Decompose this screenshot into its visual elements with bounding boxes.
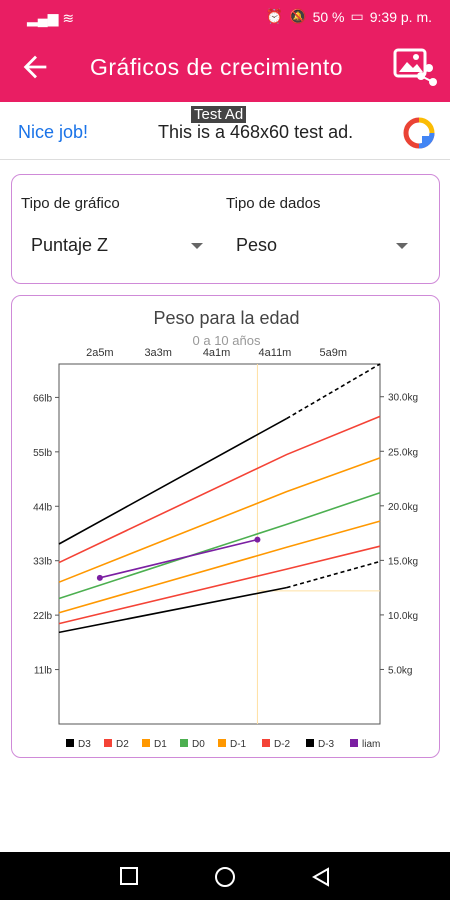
chart-type-dropdown[interactable]: Puntaje Z — [21, 225, 211, 269]
y-left-tick-label: 44lb — [33, 502, 52, 513]
legend-label-D-1: D-1 — [230, 739, 247, 750]
ad-body-text: This is a 468x60 test ad. — [158, 122, 354, 142]
y-left-tick-label: 33lb — [33, 557, 52, 568]
legend-label-D-3: D-3 — [318, 739, 335, 750]
series-line-D3 — [58, 417, 288, 545]
legend-swatch-liam — [350, 739, 358, 747]
legend-swatch-D-3 — [306, 739, 314, 747]
x-top-tick-label: 2a5m — [86, 347, 114, 359]
signal-wifi-icon: ▂▄▆ ≋ — [27, 10, 75, 26]
plot-area — [58, 363, 381, 725]
legend-swatch-D-1 — [218, 739, 226, 747]
legend-swatch-D-2 — [262, 739, 270, 747]
y-right-tick-label: 25.0kg — [388, 447, 418, 458]
data-type-value: Peso — [236, 235, 278, 255]
series-line-D-1 — [58, 520, 381, 614]
legend-label-D3: D3 — [78, 739, 91, 750]
y-left-tick-label: 55lb — [33, 448, 52, 459]
battery-text: 50 % — [312, 8, 345, 25]
back-arrow-icon[interactable] — [18, 50, 52, 84]
data-type-dropdown[interactable]: Peso — [226, 225, 426, 269]
y-right-tick-label: 15.0kg — [388, 556, 418, 567]
x-top-tick-label: 3a3m — [144, 347, 172, 359]
series-line-D-2 — [58, 545, 381, 625]
recent-apps-icon[interactable] — [119, 866, 139, 886]
series-line-D2 — [58, 415, 381, 564]
series-line-D1 — [58, 457, 381, 583]
legend-label-D-2: D-2 — [274, 739, 291, 750]
x-top-tick-label: 4a1m — [203, 347, 231, 359]
y-left-tick-label: 11lb — [34, 666, 53, 677]
chevron-down-icon — [191, 243, 203, 249]
series-point-liam[interactable] — [254, 536, 261, 543]
chart-title: Peso para la edad — [153, 308, 300, 328]
alarm-icon: ⏰ — [265, 8, 284, 24]
chart-type-label: Tipo de gráfico — [21, 195, 120, 212]
y-right-tick-label: 20.0kg — [388, 502, 418, 513]
series-line-D-3 — [58, 586, 287, 634]
series-line-dashed-D-3 — [286, 560, 381, 589]
legend-swatch-D3 — [66, 739, 74, 747]
mute-icon: 🔕 — [289, 8, 307, 24]
status-right: ⏰ 🔕 50 % ▭ 9:39 p. m. — [266, 8, 432, 25]
y-left-tick-label: 22lb — [33, 611, 52, 622]
back-nav-icon[interactable] — [310, 866, 332, 888]
chevron-down-icon — [396, 243, 408, 249]
series-line-liam — [99, 538, 258, 579]
legend-label-D1: D1 — [154, 739, 167, 750]
chart-subtitle: 0 a 10 años — [192, 333, 261, 348]
series-point-liam[interactable] — [96, 574, 103, 581]
ad-label: Test Ad — [191, 106, 247, 123]
home-icon[interactable] — [214, 866, 236, 888]
battery-icon: ▭ — [350, 8, 364, 24]
clock: 9:39 p. m. — [369, 8, 432, 25]
legend-swatch-D1 — [142, 739, 150, 747]
x-top-tick-label: 4a11m — [259, 347, 292, 359]
y-right-tick-label: 10.0kg — [388, 611, 418, 622]
selector-card: Tipo de gráfico Puntaje Z Tipo de dados … — [11, 174, 440, 284]
system-nav-bar — [0, 852, 450, 900]
x-top-tick-label: 5a9m — [320, 347, 348, 359]
legend-swatch-D2 — [104, 739, 112, 747]
legend-swatch-D0 — [180, 739, 188, 747]
series-line-D0 — [58, 491, 381, 600]
legend-label-D0: D0 — [192, 739, 205, 750]
page-title: Gráficos de crecimiento — [90, 54, 344, 80]
app-bar: Gráficos de crecimiento — [0, 32, 450, 102]
legend-label-liam: liam — [362, 739, 380, 750]
y-right-tick-label: 5.0kg — [388, 665, 412, 676]
chart-type-value: Puntaje Z — [31, 235, 109, 255]
data-type-label: Tipo de dados — [226, 195, 321, 212]
y-right-tick-label: 30.0kg — [388, 393, 418, 404]
legend-label-D2: D2 — [116, 739, 129, 750]
status-bar: ▂▄▆ ≋ ⏰ 🔕 50 % ▭ 9:39 p. m. — [0, 0, 450, 32]
growth-chart[interactable]: 30.0kg 25.0kg 20.0kg 15.0kg 10.0kg 5.0kg 66lb 5… — [12, 296, 441, 759]
y-left-tick-label: 66lb — [33, 393, 52, 404]
ad-nice-text: Nice job! — [18, 122, 89, 142]
ad-banner[interactable]: Test Ad Nice job! This is a 468x60 test … — [0, 102, 450, 160]
share-image-icon[interactable] — [393, 46, 437, 86]
chart-card: 30.0kg 25.0kg 20.0kg 15.0kg 10.0kg 5.0kg 66lb 5… — [11, 295, 440, 758]
ad-logo-icon — [403, 117, 435, 149]
